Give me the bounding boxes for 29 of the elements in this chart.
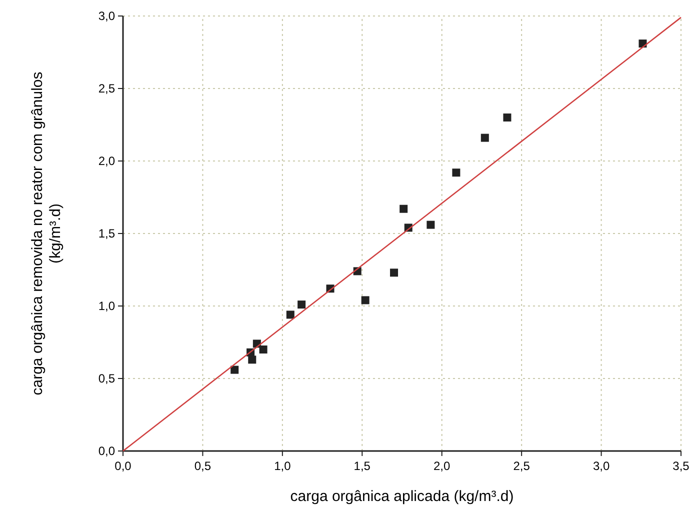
point bbox=[390, 268, 398, 277]
y-tick-label: 0,5 bbox=[98, 372, 116, 386]
point bbox=[259, 346, 268, 354]
point bbox=[248, 356, 256, 364]
y-axis-title: carga orgânica removida no reator com grânulos (kg/m³.d) bbox=[29, 72, 64, 396]
point bbox=[298, 300, 306, 309]
x-tick-label: 1,5 bbox=[354, 459, 371, 473]
x-axis-title: carga orgânica aplicada (kg/m³.d) bbox=[290, 488, 514, 505]
y-tick-label: 3,0 bbox=[98, 9, 116, 24]
point bbox=[503, 114, 512, 122]
x-tick-label: 0,5 bbox=[194, 459, 212, 473]
y-tick-label: 0,0 bbox=[98, 444, 116, 458]
x-tick-label: 2,0 bbox=[434, 459, 451, 473]
y-tick-label: 2,5 bbox=[98, 82, 116, 96]
x-tick-label: 0,0 bbox=[114, 459, 132, 473]
x-tick-label: 3,0 bbox=[592, 459, 610, 473]
y-tick-label: 2,0 bbox=[98, 154, 116, 168]
point bbox=[480, 134, 489, 142]
x-tick-label: 2,5 bbox=[513, 459, 530, 473]
y-tick-label: 1,5 bbox=[98, 226, 116, 241]
x-tick-label: 3,5 bbox=[672, 459, 690, 473]
point bbox=[452, 168, 460, 177]
point bbox=[230, 366, 239, 374]
y-tick-label: 1,0 bbox=[98, 299, 116, 314]
point bbox=[286, 310, 294, 319]
point bbox=[361, 296, 370, 304]
point bbox=[400, 204, 408, 213]
x-tick-label: 1,0 bbox=[274, 459, 292, 473]
point bbox=[426, 220, 435, 229]
